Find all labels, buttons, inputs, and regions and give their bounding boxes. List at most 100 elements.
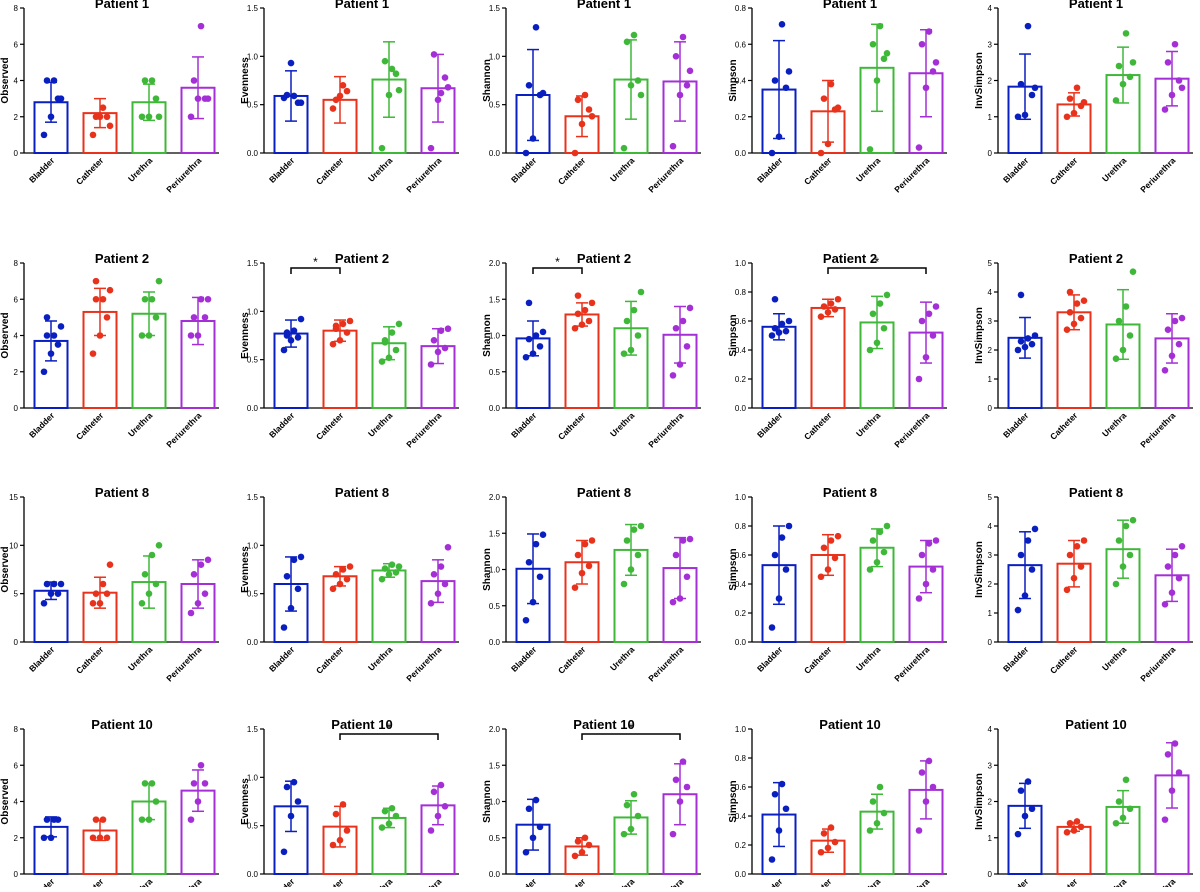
panel-1-xlabel-catheter: Catheter <box>74 155 106 187</box>
panel-3-ytick-label: 1.5 <box>489 4 501 13</box>
panel-18-point-periurethra <box>672 776 680 784</box>
panel-17-point-bladder <box>290 778 298 786</box>
panel-3-point-bladder <box>525 82 533 89</box>
panel-19-point-periurethra <box>922 798 930 805</box>
panel-5-point-periurethra <box>1161 106 1169 113</box>
panel-15-point-bladder <box>1017 551 1025 559</box>
panel-10-xlabel-bladder: Bladder <box>1001 410 1031 440</box>
panel-2-point-urethra <box>385 91 393 99</box>
panel-18-point-bladder <box>525 805 533 813</box>
panel-8-xlabel-bladder: Bladder <box>509 410 539 440</box>
panel-9-ytick-label: 0.0 <box>735 404 747 413</box>
panel-20-point-urethra <box>1126 805 1134 813</box>
panel-9-ylabel: Simpson <box>728 314 739 356</box>
panel-11-point-urethra <box>138 600 146 607</box>
panel-20-point-urethra <box>1112 819 1120 827</box>
panel-10-point-periurethra <box>1164 326 1172 334</box>
panel-7-point-urethra <box>395 320 403 328</box>
panel-19-ylabel: Simpson <box>728 780 739 822</box>
panel-11-ytick-label: 15 <box>9 493 18 502</box>
panel-6-ytick-label: 8 <box>14 259 19 268</box>
panel-1-point-bladder <box>43 77 51 84</box>
panel-8-ytick-label: 1.5 <box>489 295 501 304</box>
panel-4-point-bladder <box>782 84 790 92</box>
panel-7-ytick-label: 0.5 <box>247 356 259 365</box>
panel-9-xlabel-periurethra: Periurethra <box>892 410 931 449</box>
panel-13-ytick-label: 1.0 <box>489 566 501 575</box>
panel-1-point-periurethra <box>194 95 202 102</box>
panel-18-point-catheter <box>585 841 593 849</box>
panel-19-point-bladder <box>778 780 786 788</box>
panel-3-title: Patient 1 <box>577 0 631 11</box>
panel-7-xlabel-bladder: Bladder <box>267 410 297 440</box>
panel-3-xlabel-catheter: Catheter <box>556 155 588 187</box>
panel-18-point-catheter <box>581 834 589 842</box>
panel-8-bar-catheter <box>564 313 600 410</box>
panel-8-point-bladder <box>536 343 544 350</box>
panel-9-point-bladder <box>768 332 776 339</box>
panel-4-point-bladder <box>778 21 786 28</box>
panel-6-title: Patient 2 <box>95 251 149 266</box>
panel-11-point-urethra <box>148 551 156 559</box>
panel-20-point-catheter <box>1070 827 1078 834</box>
panel-19-ytick-label: 0.6 <box>735 783 747 792</box>
panel-13-point-catheter <box>588 537 596 544</box>
panel-18-point-urethra <box>620 830 628 838</box>
panel-20-point-catheter <box>1063 829 1071 836</box>
panel-19-ytick-label: 0.2 <box>735 841 747 850</box>
panel-12-ytick-label: 0.5 <box>247 590 259 599</box>
panel-11-ylabel: Observed <box>0 546 11 592</box>
panel-10-point-urethra <box>1122 303 1130 310</box>
panel-5-ytick-label: 1 <box>988 113 993 122</box>
panel-20-point-bladder <box>1028 805 1036 813</box>
panel-16-point-urethra <box>145 816 153 823</box>
panel-10-ytick-label: 3 <box>988 317 993 326</box>
panel-18-xlabel-periurethra: Periurethra <box>646 876 685 887</box>
panel-1-xlabel-bladder: Bladder <box>27 155 57 185</box>
panel-5-point-periurethra <box>1164 59 1172 66</box>
panel-14-ytick-label: 0.4 <box>735 580 747 589</box>
panel-17-xlabel-bladder: Bladder <box>267 876 297 887</box>
panel-3-xlabel-periurethra: Periurethra <box>646 155 685 194</box>
panel-16-ylabel: Observed <box>0 778 11 824</box>
panel-13-title: Patient 8 <box>577 485 631 500</box>
panel-2-xlabel-periurethra: Periurethra <box>404 155 443 194</box>
panel-4-point-urethra <box>876 22 884 30</box>
panel-13-point-bladder <box>539 531 547 538</box>
panel-5-point-bladder <box>1028 91 1036 99</box>
panel-7-ytick-label: 0.0 <box>247 404 259 413</box>
panel-14-xlabel-urethra: Urethra <box>854 644 883 673</box>
panel-14-point-catheter <box>827 537 835 544</box>
panel-2-xlabel-urethra: Urethra <box>366 155 395 184</box>
panel-14-point-bladder <box>771 551 779 559</box>
panel-19-point-periurethra <box>918 769 926 776</box>
panel-4-ylabel: Simpson <box>728 59 739 101</box>
panel-6-point-periurethra <box>201 314 209 321</box>
panel-19-point-catheter <box>824 844 832 852</box>
panel-16-point-urethra <box>138 816 146 823</box>
panel-7-point-periurethra <box>444 325 452 333</box>
panel-16-point-bladder <box>43 816 51 823</box>
panel-19-point-catheter <box>827 824 835 831</box>
panel-16-ytick-label: 2 <box>14 834 19 843</box>
panel-15-xlabel-catheter: Catheter <box>1048 644 1080 676</box>
panel-8-point-catheter <box>578 321 586 328</box>
panel-4-point-periurethra <box>929 68 937 75</box>
panel-8-xlabel-periurethra: Periurethra <box>646 410 685 449</box>
panel-14-ytick-label: 0.8 <box>735 522 747 531</box>
panel-5-ytick-label: 2 <box>988 77 993 86</box>
panel-7-point-bladder <box>297 315 305 323</box>
panel-1-point-bladder <box>50 77 58 84</box>
panel-1-title: Patient 1 <box>95 0 149 11</box>
panel-16-point-urethra <box>152 798 160 805</box>
panel-10-point-bladder <box>1021 343 1029 351</box>
panel-4-title: Patient 1 <box>823 0 877 11</box>
panel-20-point-periurethra <box>1161 816 1169 823</box>
panel-14-ylabel: Simpson <box>728 548 739 590</box>
panel-17-ylabel: Evenness <box>240 778 251 825</box>
panel-9-bar-catheter <box>810 306 846 410</box>
panel-5-point-catheter <box>1063 113 1071 121</box>
panel-10-ylabel: InvSimpson <box>974 307 985 364</box>
panel-18-point-bladder <box>529 834 537 842</box>
